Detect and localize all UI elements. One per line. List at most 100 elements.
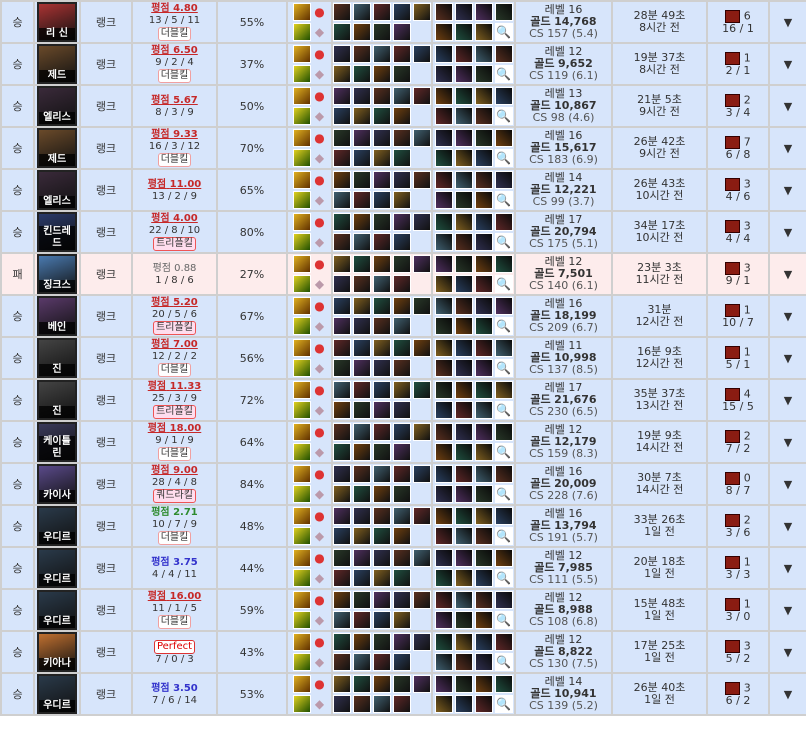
champion-icon[interactable] <box>373 401 391 419</box>
champion-icon[interactable] <box>373 675 391 693</box>
item-icon[interactable] <box>474 129 493 147</box>
champion-icon[interactable] <box>334 633 351 651</box>
champion-icon[interactable] <box>393 191 411 209</box>
match-row[interactable]: 승 진 랭크 평점 7.00 12 / 2 / 2 더블킬 56% ● ◆ 🔍 레벨… <box>0 336 806 380</box>
champion-icon[interactable] <box>393 297 411 315</box>
champion-icon[interactable] <box>373 569 391 587</box>
magnifier-icon[interactable]: 🔍 <box>494 149 513 167</box>
champion-portrait[interactable]: 진 <box>37 339 77 377</box>
champion-icon[interactable] <box>373 527 391 545</box>
champion-icon[interactable] <box>334 549 351 567</box>
magnifier-icon[interactable]: 🔍 <box>494 107 513 125</box>
item-icon[interactable] <box>434 359 453 377</box>
item-icon[interactable] <box>474 569 493 587</box>
champion-icon[interactable] <box>334 275 351 293</box>
item-icon[interactable] <box>434 87 453 105</box>
champion-icon[interactable] <box>353 381 371 399</box>
item-icon[interactable] <box>474 633 493 651</box>
item-icon[interactable] <box>474 149 493 167</box>
champion-icon[interactable] <box>393 317 411 335</box>
champion-icon[interactable] <box>334 255 351 273</box>
item-icon[interactable] <box>434 527 453 545</box>
champion-icon[interactable] <box>353 339 371 357</box>
item-icon[interactable] <box>434 255 453 273</box>
item-icon[interactable] <box>474 359 493 377</box>
expand-button[interactable]: ▼ <box>768 42 806 86</box>
champion-icon[interactable] <box>373 233 391 251</box>
item-icon[interactable] <box>454 65 473 83</box>
champion-icon[interactable] <box>334 653 351 671</box>
champion-icon[interactable] <box>334 213 351 231</box>
champion-icon[interactable] <box>393 3 411 21</box>
champion-icon[interactable] <box>413 339 430 357</box>
champion-icon[interactable] <box>393 401 411 419</box>
item-icon[interactable] <box>434 675 453 693</box>
champion-portrait[interactable]: 엘리스 <box>37 171 77 209</box>
champion-icon[interactable] <box>373 633 391 651</box>
item-icon[interactable] <box>494 465 513 483</box>
champion-portrait[interactable]: 진 <box>37 381 77 419</box>
expand-button[interactable]: ▼ <box>768 420 806 464</box>
item-icon[interactable] <box>434 297 453 315</box>
champion-icon[interactable] <box>353 87 371 105</box>
item-icon[interactable] <box>494 297 513 315</box>
match-row[interactable]: 승 키아나 랭크 Perfect 7 / 0 / 3 43% ● ◆ 🔍 레벨 1… <box>0 630 806 674</box>
champion-icon[interactable] <box>373 359 391 377</box>
champion-icon[interactable] <box>393 443 411 461</box>
item-icon[interactable] <box>434 45 453 63</box>
champion-icon[interactable] <box>373 107 391 125</box>
champion-icon[interactable] <box>334 591 351 609</box>
champion-icon[interactable] <box>393 381 411 399</box>
champion-icon[interactable] <box>353 611 371 629</box>
item-icon[interactable] <box>494 507 513 525</box>
champion-icon[interactable] <box>393 87 411 105</box>
champion-icon[interactable] <box>393 107 411 125</box>
champion-icon[interactable] <box>373 87 391 105</box>
item-icon[interactable] <box>474 695 493 713</box>
magnifier-icon[interactable]: 🔍 <box>494 485 513 503</box>
champion-portrait[interactable]: 킨드레드 <box>37 213 77 251</box>
champion-icon[interactable] <box>413 297 430 315</box>
expand-button[interactable]: ▼ <box>768 378 806 422</box>
champion-icon[interactable] <box>334 171 351 189</box>
item-icon[interactable] <box>434 213 453 231</box>
item-icon[interactable] <box>454 107 473 125</box>
champion-icon[interactable] <box>353 443 371 461</box>
champion-portrait[interactable]: 카이사 <box>37 465 77 503</box>
champion-portrait[interactable]: 베인 <box>37 297 77 335</box>
champion-icon[interactable] <box>393 359 411 377</box>
champion-icon[interactable] <box>373 423 391 441</box>
item-icon[interactable] <box>454 45 473 63</box>
champion-icon[interactable] <box>334 317 351 335</box>
item-icon[interactable] <box>454 611 473 629</box>
champion-icon[interactable] <box>393 569 411 587</box>
champion-icon[interactable] <box>393 675 411 693</box>
item-icon[interactable] <box>474 23 493 41</box>
champion-icon[interactable] <box>373 129 391 147</box>
item-icon[interactable] <box>494 675 513 693</box>
champion-icon[interactable] <box>373 507 391 525</box>
champion-icon[interactable] <box>334 191 351 209</box>
item-icon[interactable] <box>454 401 473 419</box>
champion-icon[interactable] <box>393 591 411 609</box>
item-icon[interactable] <box>434 191 453 209</box>
champion-icon[interactable] <box>393 45 411 63</box>
match-row[interactable]: 승 우디르 랭크 평점 3.50 7 / 6 / 14 53% ● ◆ 🔍 레벨 … <box>0 672 806 716</box>
champion-icon[interactable] <box>334 297 351 315</box>
champion-icon[interactable] <box>334 129 351 147</box>
item-icon[interactable] <box>434 633 453 651</box>
item-icon[interactable] <box>494 87 513 105</box>
item-icon[interactable] <box>434 339 453 357</box>
champion-icon[interactable] <box>393 213 411 231</box>
item-icon[interactable] <box>454 359 473 377</box>
champion-icon[interactable] <box>393 23 411 41</box>
expand-button[interactable]: ▼ <box>768 126 806 170</box>
champion-icon[interactable] <box>334 443 351 461</box>
champion-icon[interactable] <box>334 233 351 251</box>
champion-icon[interactable] <box>353 317 371 335</box>
item-icon[interactable] <box>454 485 473 503</box>
item-icon[interactable] <box>454 527 473 545</box>
item-icon[interactable] <box>474 233 493 251</box>
champion-icon[interactable] <box>373 339 391 357</box>
champion-icon[interactable] <box>334 381 351 399</box>
